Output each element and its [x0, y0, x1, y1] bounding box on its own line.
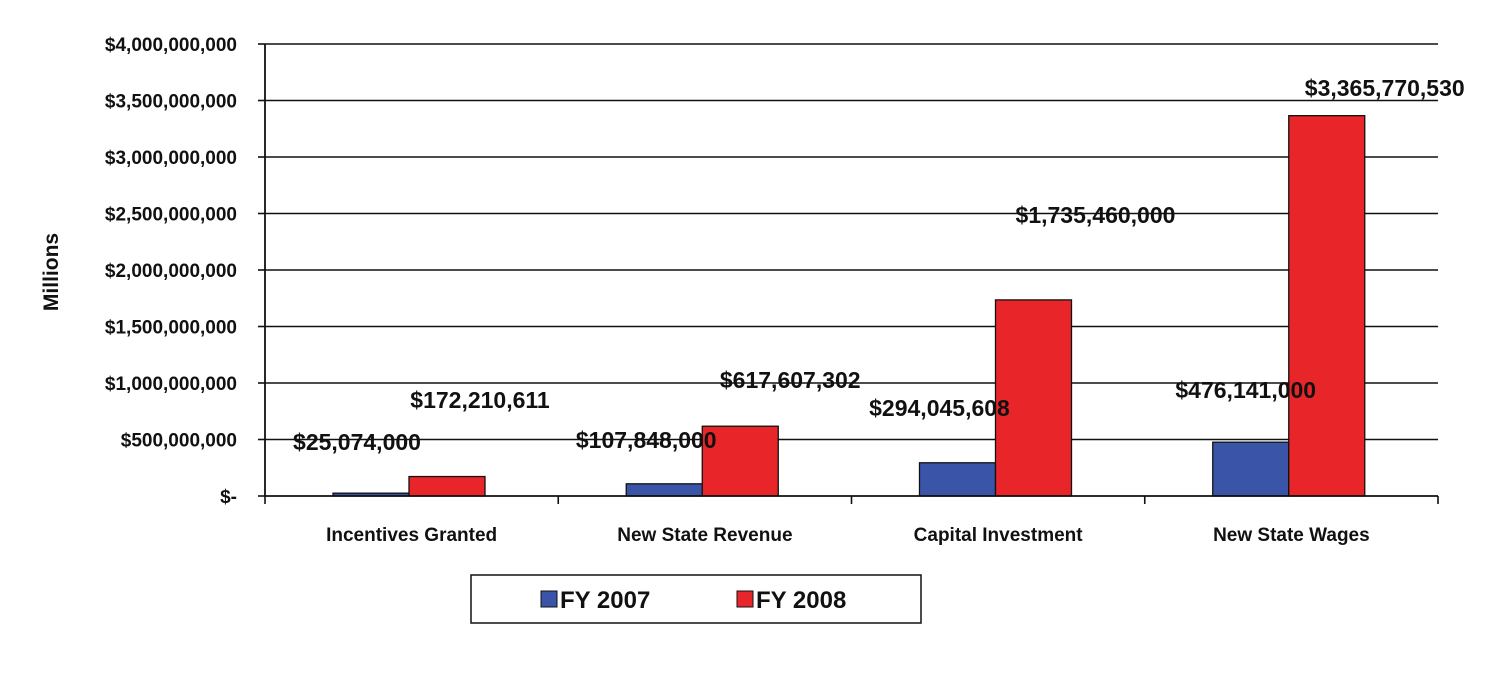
legend-label-fy2008: FY 2008: [756, 587, 846, 614]
data-label: $107,848,000: [576, 427, 717, 453]
legend-label-fy2007: FY 2007: [560, 587, 650, 614]
y-tick-label: $4,000,000,000: [105, 35, 237, 56]
bar-fy2008-2: [994, 299, 1073, 497]
bars: [332, 115, 1366, 497]
bar-fy2008-3: [1288, 115, 1366, 497]
gridlines: [265, 43, 1438, 441]
legend-swatch-fy2008: [736, 590, 754, 608]
y-tick-label: $1,500,000,000: [105, 318, 237, 339]
y-tick-label: $500,000,000: [121, 431, 237, 452]
data-label: $294,045,608: [869, 395, 1010, 421]
x-category-label: New State Revenue: [617, 525, 792, 546]
y-tick-label: $3,000,000,000: [105, 148, 237, 169]
x-category-label: Capital Investment: [914, 525, 1084, 546]
x-category-label: New State Wages: [1213, 525, 1370, 546]
data-label: $1,735,460,000: [1016, 202, 1176, 228]
data-labels: $25,074,000 $107,848,000 $294,045,608 $476,…: [293, 75, 1465, 455]
y-axis-title: Millions: [40, 233, 63, 311]
y-tick-label: $1,000,000,000: [105, 374, 237, 395]
legend-swatch-fy2007: [540, 590, 558, 608]
data-label: $476,141,000: [1175, 377, 1316, 403]
y-tick-label: $2,500,000,000: [105, 205, 237, 226]
y-tick-label: $3,500,000,000: [105, 92, 237, 113]
bar-fy2007-3: [1212, 441, 1290, 497]
legend: FY 2007 FY 2008: [470, 574, 922, 624]
bar-fy2007-1: [625, 483, 703, 497]
x-category-label: Incentives Granted: [326, 525, 497, 546]
y-tick-label: $-: [220, 487, 237, 508]
axes: $- $500,000,000 $1,000,000,000 $1,500,000,0…: [105, 35, 1439, 546]
data-label: $172,210,611: [410, 387, 550, 413]
bar-fy2008-0: [408, 475, 486, 497]
bar-fy2007-2: [918, 462, 997, 497]
data-label: $3,365,770,530: [1305, 75, 1465, 101]
data-label: $617,607,302: [720, 367, 861, 393]
bar-fy2008-1: [701, 425, 779, 497]
y-tick-label: $2,000,000,000: [105, 261, 237, 282]
legend-box: [470, 574, 922, 624]
data-label: $25,074,000: [293, 429, 421, 455]
